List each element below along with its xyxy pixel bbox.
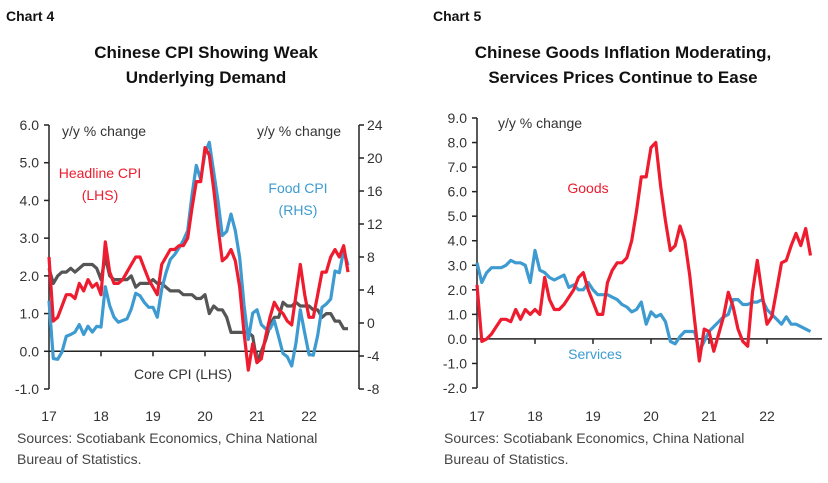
x-tick-label: 17 bbox=[469, 408, 485, 424]
right-y-tick-label: 0 bbox=[367, 315, 375, 331]
x-tick-label: 19 bbox=[145, 408, 161, 424]
left-y-tick-label: -1.0 bbox=[15, 381, 39, 397]
chart5-plot: 9.0 8.0 7.0 6.0 5.0 4.0 3.0 2.0 1.0 0.0 -1.0 -2.017… bbox=[443, 110, 822, 424]
left-y-tick-label: 2.0 bbox=[20, 268, 40, 284]
left-y-tick-label: 5.0 bbox=[448, 208, 468, 224]
core-cpi-label: Core CPI (LHS) bbox=[134, 366, 232, 382]
core-cpi-line bbox=[47, 255, 348, 365]
left-y-tick-label: 6.0 bbox=[20, 117, 40, 133]
chart5-number: Chart 5 bbox=[433, 8, 481, 24]
left-y-tick-label: -2.0 bbox=[443, 380, 467, 396]
x-tick-label: 21 bbox=[249, 408, 265, 424]
right-y-tick-label: 8 bbox=[367, 249, 375, 265]
food-cpi-label-axis: (RHS) bbox=[279, 202, 318, 218]
headline-cpi-line bbox=[47, 146, 350, 372]
left-y-tick-label: 4.0 bbox=[20, 192, 40, 208]
x-tick-label: 20 bbox=[197, 408, 213, 424]
x-tick-label: 22 bbox=[301, 408, 317, 424]
left-y-tick-label: 5.0 bbox=[20, 155, 40, 171]
left-y-tick-label: 1.0 bbox=[20, 306, 40, 322]
right-y-tick-label: 20 bbox=[367, 150, 383, 166]
services-label: Services bbox=[568, 346, 622, 362]
x-tick-label: 21 bbox=[701, 408, 717, 424]
chart4-right-axis-label: y/y % change bbox=[257, 123, 341, 139]
left-y-tick-label: 1.0 bbox=[448, 306, 468, 322]
left-y-tick-label: -1.0 bbox=[443, 355, 467, 371]
left-y-tick-label: 6.0 bbox=[448, 184, 468, 200]
right-y-tick-label: 24 bbox=[367, 117, 383, 133]
x-tick-label: 22 bbox=[759, 408, 775, 424]
goods-label: Goods bbox=[567, 180, 608, 196]
left-y-tick-label: 0.0 bbox=[448, 331, 468, 347]
x-tick-label: 20 bbox=[643, 408, 659, 424]
left-y-tick-label: 2.0 bbox=[448, 282, 468, 298]
food-cpi-label: Food CPI bbox=[268, 180, 327, 196]
right-y-tick-label: 16 bbox=[367, 183, 383, 199]
left-y-tick-label: 3.0 bbox=[448, 257, 468, 273]
food-cpi-line bbox=[47, 140, 350, 368]
chart5-source-line2: Bureau of Statistics. bbox=[444, 451, 569, 467]
chart5-source-line1: Sources: Scotiabank Economics, China Nat… bbox=[444, 430, 744, 446]
right-y-tick-label: -8 bbox=[367, 381, 380, 397]
services-line bbox=[475, 248, 812, 353]
chart5-title-line1: Chinese Goods Inflation Moderating, bbox=[475, 43, 772, 62]
x-tick-label: 19 bbox=[585, 408, 601, 424]
x-tick-label: 17 bbox=[41, 408, 57, 424]
headline-cpi-label-axis: (LHS) bbox=[82, 187, 119, 203]
right-y-tick-label: 4 bbox=[367, 282, 375, 298]
left-y-tick-label: 9.0 bbox=[448, 110, 468, 126]
chart4-source-line1: Sources: Scotiabank Economics, China Nat… bbox=[17, 430, 317, 446]
left-y-tick-label: 3.0 bbox=[20, 230, 40, 246]
chart4-plot: 6.0 5.0 4.0 3.0 2.0 1.0 0.0 -1.0 24 20 16 12 8 4 0 -4 -8… bbox=[15, 117, 383, 424]
left-y-tick-label: 7.0 bbox=[448, 159, 468, 175]
chart4-title-line1: Chinese CPI Showing Weak bbox=[94, 43, 318, 62]
left-y-tick-label: 4.0 bbox=[448, 233, 468, 249]
chart4-source-line2: Bureau of Statistics. bbox=[17, 451, 142, 467]
right-y-tick-label: 12 bbox=[367, 216, 383, 232]
chart4-left-axis-label: y/y % change bbox=[62, 123, 146, 139]
goods-line bbox=[475, 140, 813, 363]
left-y-tick-label: 0.0 bbox=[20, 343, 40, 359]
chart5-title-line2: Services Prices Continue to Ease bbox=[488, 68, 757, 87]
chart4-title-line2: Underlying Demand bbox=[126, 68, 287, 87]
left-y-tick-label: 8.0 bbox=[448, 135, 468, 151]
chart5-left-axis-label: y/y % change bbox=[498, 115, 582, 131]
x-tick-label: 18 bbox=[93, 408, 109, 424]
chart4-number: Chart 4 bbox=[6, 8, 54, 24]
x-tick-label: 18 bbox=[527, 408, 543, 424]
right-y-tick-label: -4 bbox=[367, 348, 380, 364]
headline-cpi-label: Headline CPI bbox=[59, 165, 142, 181]
